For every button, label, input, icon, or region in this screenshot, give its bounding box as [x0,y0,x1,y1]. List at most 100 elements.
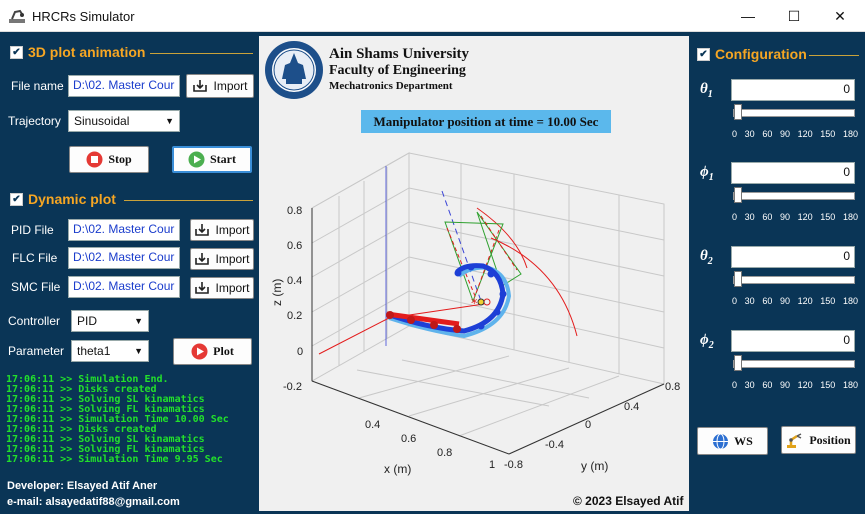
trajectory-label: Trajectory [8,114,61,128]
pid-import-button[interactable]: Import [190,219,254,241]
tick-label: 150 [820,380,836,390]
close-button[interactable]: ✕ [834,7,846,24]
position-button[interactable]: Position [781,426,856,454]
divider [150,53,253,54]
3d-plot[interactable]: * 0.8 0.6 0.4 0.2 0 -0.2 0.4 0.6 0.8 1 -… [259,136,689,478]
stop-button[interactable]: Stop [69,146,149,173]
minimize-button[interactable]: — [741,8,755,24]
tick-label: 0.8 [437,447,452,459]
tick-label: 0.8 [665,381,680,393]
import-icon [195,282,210,294]
slider-thumb[interactable] [734,271,742,287]
copyright-text: © 2023 Elsayed Atif [573,494,684,508]
department-name: Mechatronics Department [329,80,453,92]
file-name-input[interactable]: D:\02. Master Cour [68,75,180,97]
phi2-input[interactable]: 0 [731,330,855,352]
plot-axes [311,208,665,455]
university-name: Ain Shams University [329,46,470,62]
trajectory-curve [490,237,578,337]
tick-label: 90 [779,296,790,306]
tick-label: 150 [820,212,836,222]
tick-label: 0.4 [287,275,302,287]
y-axis-label: y (m) [581,459,608,473]
pid-file-label: PID File [11,223,54,237]
university-logo [265,41,323,99]
smc-import-button[interactable]: Import [190,277,254,299]
tick-label: 0 [732,129,738,139]
tick-label: 0.4 [365,419,380,431]
trajectory-select[interactable]: Sinusoidal ▼ [68,110,180,132]
flc-import-button[interactable]: Import [190,248,254,270]
plot-button[interactable]: Plot [173,338,252,365]
anim-import-button[interactable]: Import [186,74,254,98]
slider-thumb[interactable] [734,104,742,120]
param-symbol: ϕ [700,164,709,180]
import-icon [195,253,210,265]
email-text: e-mail: alsayedatif88@gmail.com [7,496,180,508]
slider-thumb[interactable] [734,187,742,203]
phi2-slider[interactable] [733,355,855,371]
maximize-button[interactable]: ☐ [787,7,801,24]
tick-label: 0.2 [287,310,302,322]
dyn-section-header[interactable]: ✔ Dynamic plot [10,191,116,207]
log-line: 17:06:11 >> Solving FL kinamatics [6,404,205,415]
tick-label: 90 [779,129,790,139]
slider-thumb[interactable] [734,355,742,371]
end-effector [477,298,485,306]
log-console: 17:06:11 >> Simulation End. 17:06:11 >> … [6,375,256,465]
tip-marker: * [471,297,478,312]
log-line: 17:06:11 >> Simulation Time 9.95 Sec [6,454,223,465]
smc-file-input[interactable]: D:\02. Master Cour [68,276,180,298]
theta1-input[interactable]: 0 [731,79,855,101]
trajectory-value: Sinusoidal [74,114,130,128]
phi1-input[interactable]: 0 [731,162,855,184]
theta1-tick-labels: 0 30 60 90 120 150 180 [732,129,858,139]
theta2-slider[interactable] [733,271,855,287]
tick-label: -0.4 [545,439,564,451]
tick-label: 60 [762,129,773,139]
disk-outline [480,215,518,271]
dyn-checkbox[interactable]: ✔ [10,192,23,206]
param-symbol: θ [700,81,708,97]
app-icon [9,9,25,23]
tick-label: 0.4 [624,401,639,413]
log-line: 17:06:11 >> Simulation End. [6,374,169,385]
phi1-slider[interactable] [733,187,855,203]
parameter-select[interactable]: theta1 ▼ [71,340,149,362]
import-label: Import [213,79,248,93]
x-axis-label: x (m) [384,462,411,476]
anim-section-title: 3D plot animation [28,44,146,60]
trajectory-curve [476,207,528,269]
ws-button[interactable]: WS [697,427,768,455]
config-section-title: Configuration [715,46,807,62]
parameter-value: theta1 [77,344,111,358]
config-checkbox[interactable]: ✔ [697,47,710,61]
tick-label: 180 [842,129,858,139]
anim-checkbox[interactable]: ✔ [10,45,23,59]
chevron-down-icon: ▼ [134,316,143,326]
anim-section-header[interactable]: ✔ 3D plot animation [10,44,145,60]
controller-label: Controller [8,314,61,328]
import-icon [195,224,210,236]
controller-select[interactable]: PID ▼ [71,310,149,332]
param-symbol: θ [700,248,708,264]
config-section-header[interactable]: ✔ Configuration [697,46,807,62]
target-marker [483,298,491,306]
param-symbol: ϕ [700,332,709,348]
phi2-tick-labels: 0 30 60 90 120 150 180 [732,380,858,390]
pid-file-input[interactable]: D:\02. Master Cour [68,219,180,241]
start-button[interactable]: Start [172,146,252,173]
theta1-slider[interactable] [733,104,855,120]
flc-file-input[interactable]: D:\02. Master Cour [68,247,180,269]
tick-label: 0 [732,380,738,390]
log-line: 17:06:11 >> Solving SL kinamatics [6,434,205,445]
param-subscript: 1 [708,172,714,183]
faculty-name: Faculty of Engineering [329,63,466,78]
param-subscript: 2 [707,256,713,267]
globe-icon [713,433,729,449]
tick-label: 150 [820,296,836,306]
theta2-input[interactable]: 0 [731,246,855,268]
log-line: 17:06:11 >> Solving SL kinamatics [6,394,205,405]
tick-label: 0 [297,346,303,358]
